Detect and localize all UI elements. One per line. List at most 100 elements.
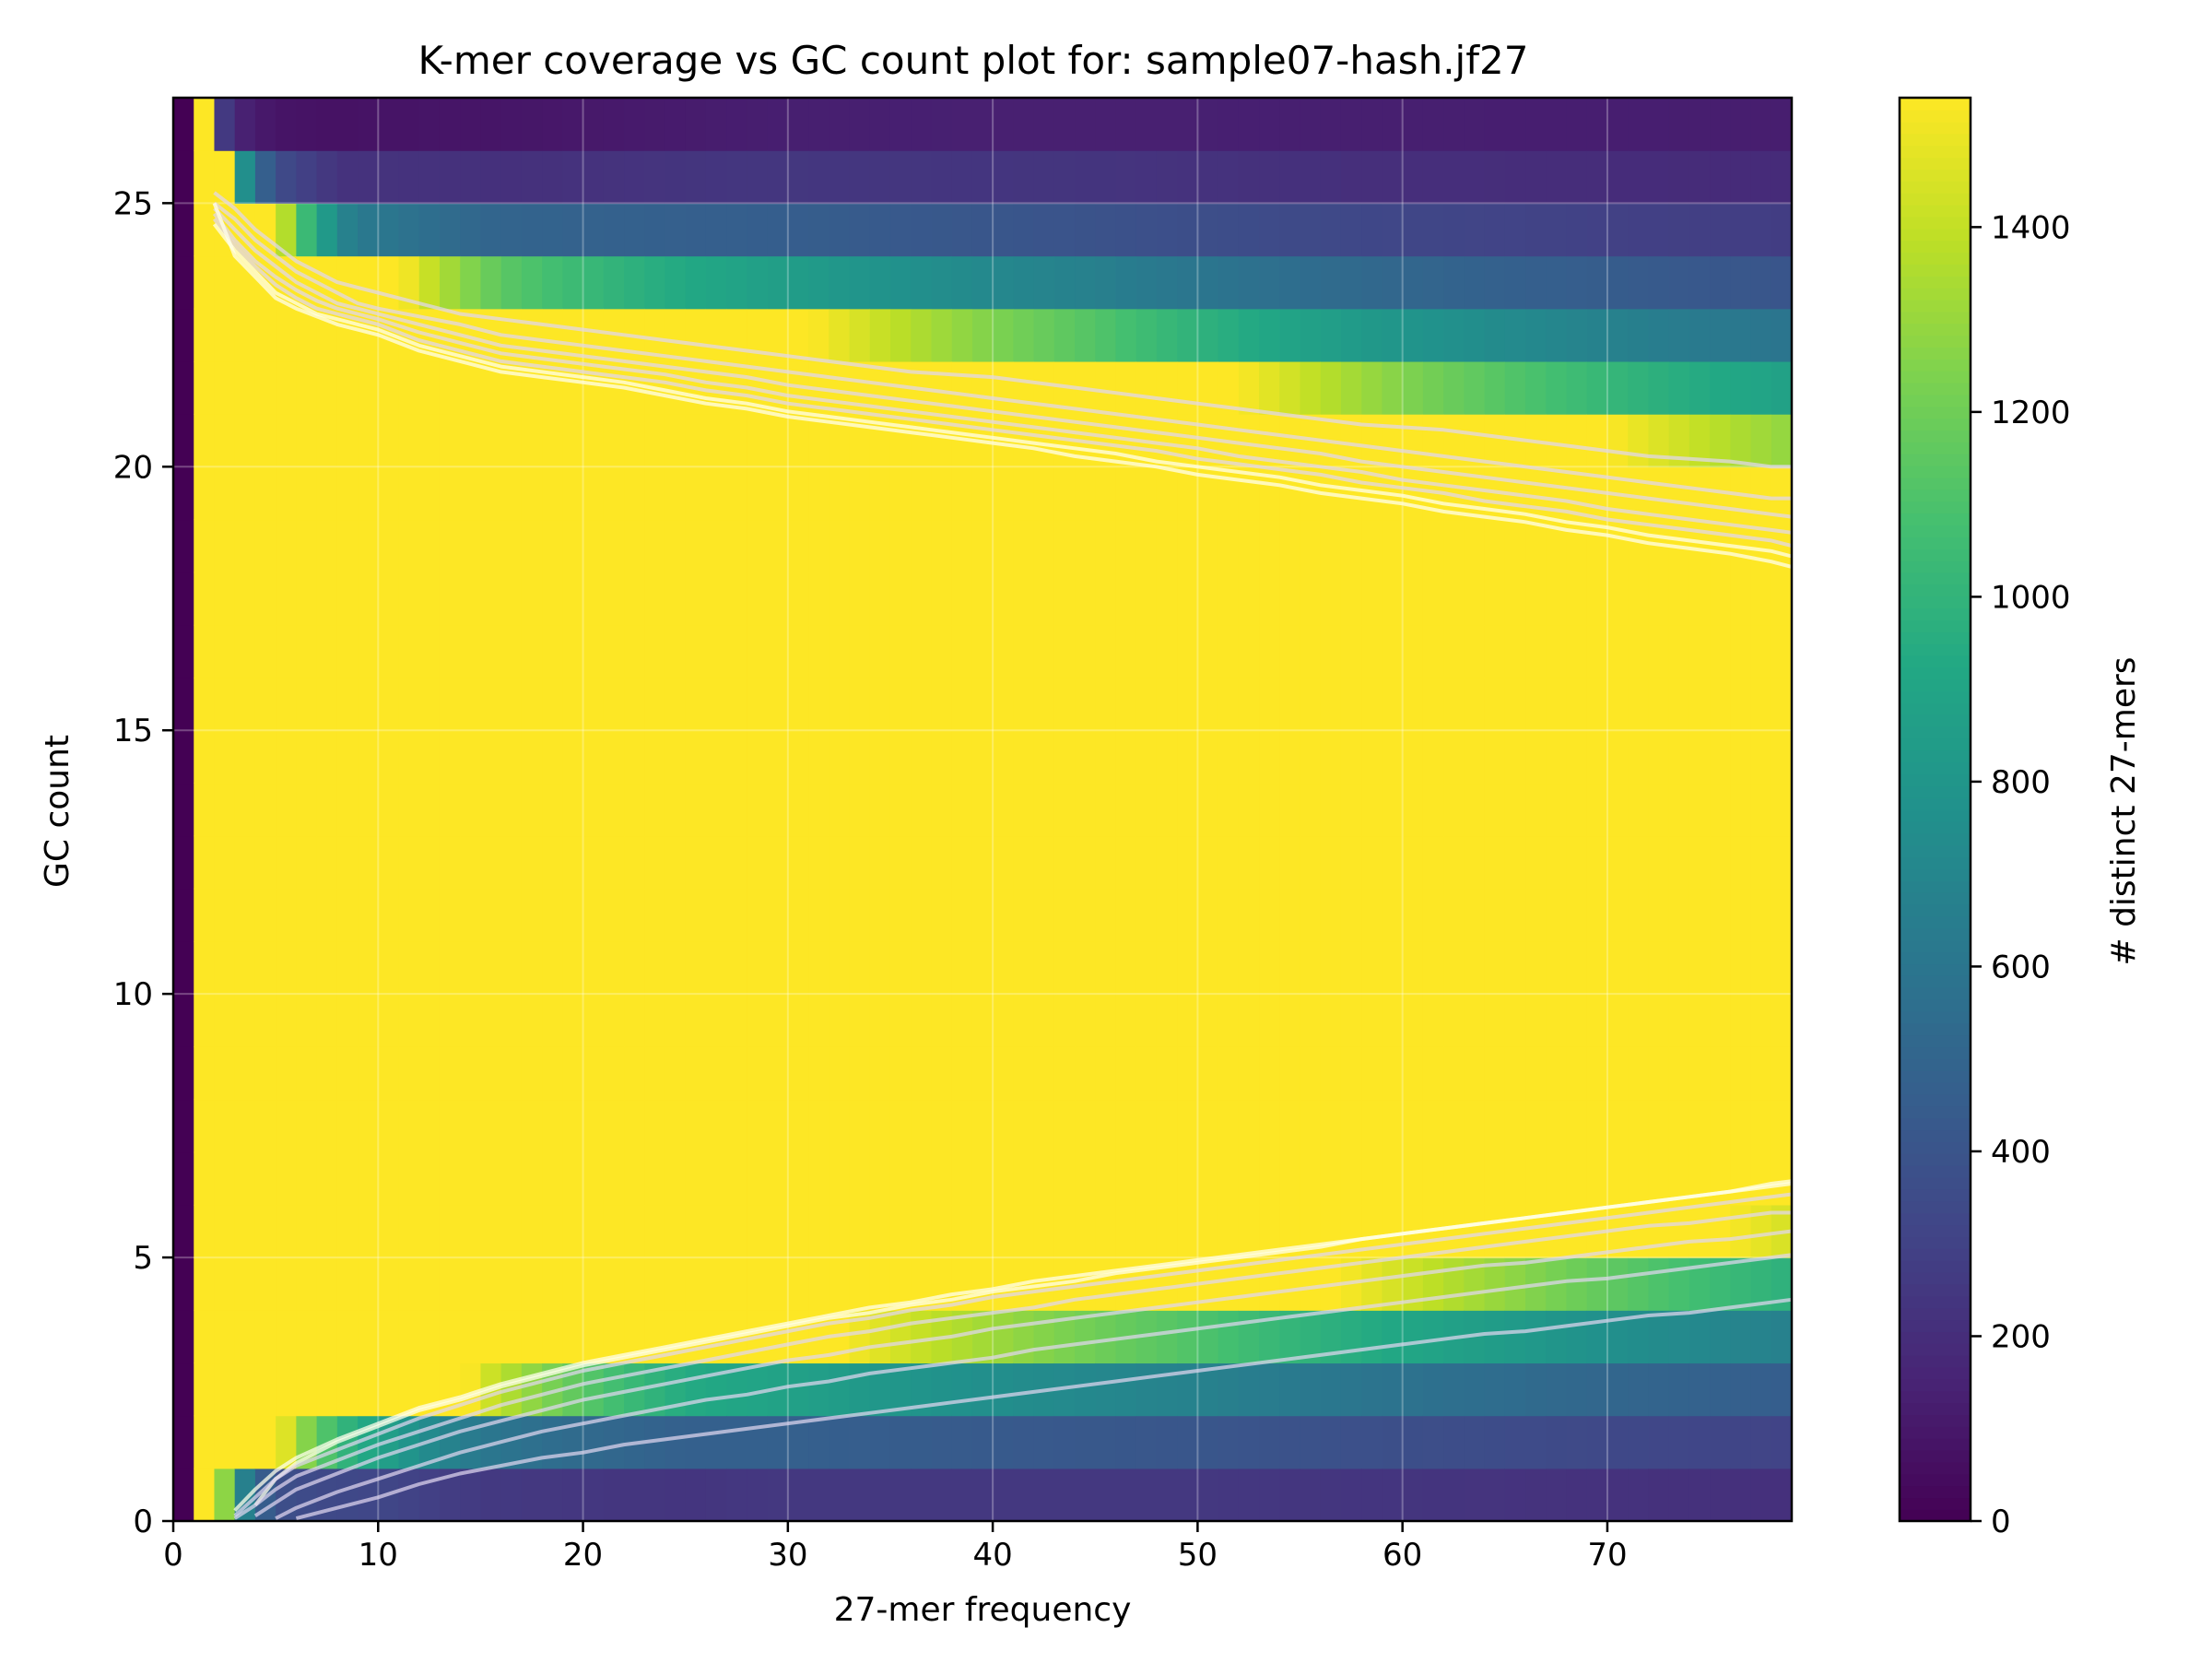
heatmap-cell: [1771, 730, 1793, 784]
heatmap-cell: [1259, 1257, 1280, 1311]
heatmap-cell: [889, 519, 912, 573]
heatmap-cell: [1464, 994, 1486, 1047]
heatmap-cell: [1197, 150, 1219, 204]
heatmap-cell: [1320, 255, 1342, 310]
heatmap-cell: [747, 783, 769, 837]
heatmap-cell: [1546, 678, 1568, 731]
heatmap-cell: [1361, 888, 1383, 942]
heatmap-cell: [829, 730, 851, 784]
heatmap-cell: [1402, 308, 1424, 362]
heatmap-cell: [1688, 783, 1711, 837]
heatmap-cell: [418, 624, 441, 678]
heatmap-cell: [296, 783, 318, 837]
heatmap-cell: [705, 308, 727, 362]
heatmap-cell: [705, 572, 727, 626]
heatmap-cell: [418, 1257, 441, 1311]
heatmap-cell: [418, 360, 441, 415]
heatmap-cell: [1771, 414, 1793, 467]
contour-line: [212, 202, 1793, 569]
heatmap-cell: [1710, 888, 1731, 942]
colorbar-segment: [1900, 761, 1971, 775]
heatmap-cell: [1177, 1151, 1198, 1206]
heatmap-cell: [1688, 1310, 1711, 1364]
colorbar-segment: [1900, 1402, 1971, 1415]
heatmap-cell: [316, 888, 338, 942]
heatmap-cell: [726, 414, 747, 467]
heatmap-cell: [1586, 783, 1608, 837]
heatmap-cell: [1606, 1099, 1629, 1153]
heatmap-cell: [1075, 466, 1096, 521]
heatmap-cell: [889, 150, 912, 204]
heatmap-cell: [869, 783, 891, 837]
heatmap-cell: [234, 1362, 256, 1417]
heatmap-cell: [562, 994, 584, 1047]
heatmap-cell: [1730, 308, 1752, 362]
heatmap-cell: [194, 783, 216, 837]
heatmap-cell: [1218, 360, 1240, 415]
heatmap-cell: [582, 940, 605, 995]
heatmap-cell: [1177, 940, 1198, 995]
heatmap-cell: [1422, 255, 1444, 310]
heatmap-cell: [336, 994, 359, 1047]
heatmap-cell: [500, 572, 523, 626]
heatmap-cell: [542, 1046, 563, 1101]
heatmap-cell: [194, 730, 216, 784]
heatmap-cell: [1361, 1204, 1383, 1258]
heatmap-cell: [1750, 98, 1772, 151]
heatmap-cell: [1422, 1310, 1444, 1364]
heatmap-cell: [1033, 466, 1055, 521]
heatmap-cell: [808, 1468, 830, 1522]
heatmap-cell: [276, 835, 297, 890]
colorbar-segment: [1900, 572, 1971, 585]
heatmap-cell: [951, 783, 973, 837]
heatmap-cell: [971, 466, 994, 521]
heatmap-cell: [1300, 1257, 1322, 1311]
heatmap-cell: [214, 1204, 236, 1258]
heatmap-cell: [316, 203, 338, 257]
heatmap-cell: [1668, 150, 1690, 204]
heatmap-cell: [1443, 835, 1465, 890]
heatmap-cell: [194, 308, 216, 362]
heatmap-cell: [665, 1257, 687, 1311]
heatmap-cell: [1197, 466, 1219, 521]
heatmap-cell: [1238, 308, 1260, 362]
heatmap-cell: [705, 414, 727, 467]
colorbar-segment: [1900, 1236, 1971, 1249]
heatmap-cell: [1402, 1468, 1424, 1522]
heatmap-cell: [316, 994, 338, 1047]
heatmap-cell: [173, 308, 194, 362]
colorbar-segment: [1900, 370, 1971, 383]
heatmap-cell: [1566, 1415, 1588, 1469]
colorbar-segment: [1900, 1354, 1971, 1368]
heatmap-cell: [1668, 1204, 1690, 1258]
heatmap-cell: [1504, 572, 1526, 626]
heatmap-cell: [1402, 1046, 1424, 1101]
heatmap-cell: [685, 203, 707, 257]
heatmap-cell: [1606, 1151, 1629, 1206]
heatmap-cell: [194, 1151, 216, 1206]
heatmap-cell: [1688, 940, 1711, 995]
heatmap-cell: [1361, 1415, 1383, 1469]
heatmap-cell: [480, 519, 502, 573]
heatmap-cell: [1013, 1204, 1035, 1258]
heatmap-cell: [296, 730, 318, 784]
heatmap-cell: [808, 1204, 830, 1258]
heatmap-cell: [869, 466, 891, 521]
colorbar-tick-label: 1200: [1991, 395, 2071, 431]
colorbar-segment: [1900, 1200, 1971, 1214]
heatmap-cell: [1668, 1362, 1690, 1417]
colorbar-segment: [1900, 335, 1971, 348]
heatmap-cell: [1033, 1310, 1055, 1364]
heatmap-cell: [1340, 150, 1362, 204]
colorbar-segment: [1900, 1437, 1971, 1451]
heatmap-cell: [562, 572, 584, 626]
heatmap-cell: [665, 678, 687, 731]
heatmap-cell: [316, 1046, 338, 1101]
heatmap-cell: [1218, 678, 1240, 731]
heatmap-cell: [378, 360, 400, 415]
heatmap-cell: [829, 678, 851, 731]
heatmap-cell: [296, 1046, 318, 1101]
heatmap-cell: [603, 888, 625, 942]
heatmap-cell: [603, 1046, 625, 1101]
heatmap-cell: [971, 888, 994, 942]
